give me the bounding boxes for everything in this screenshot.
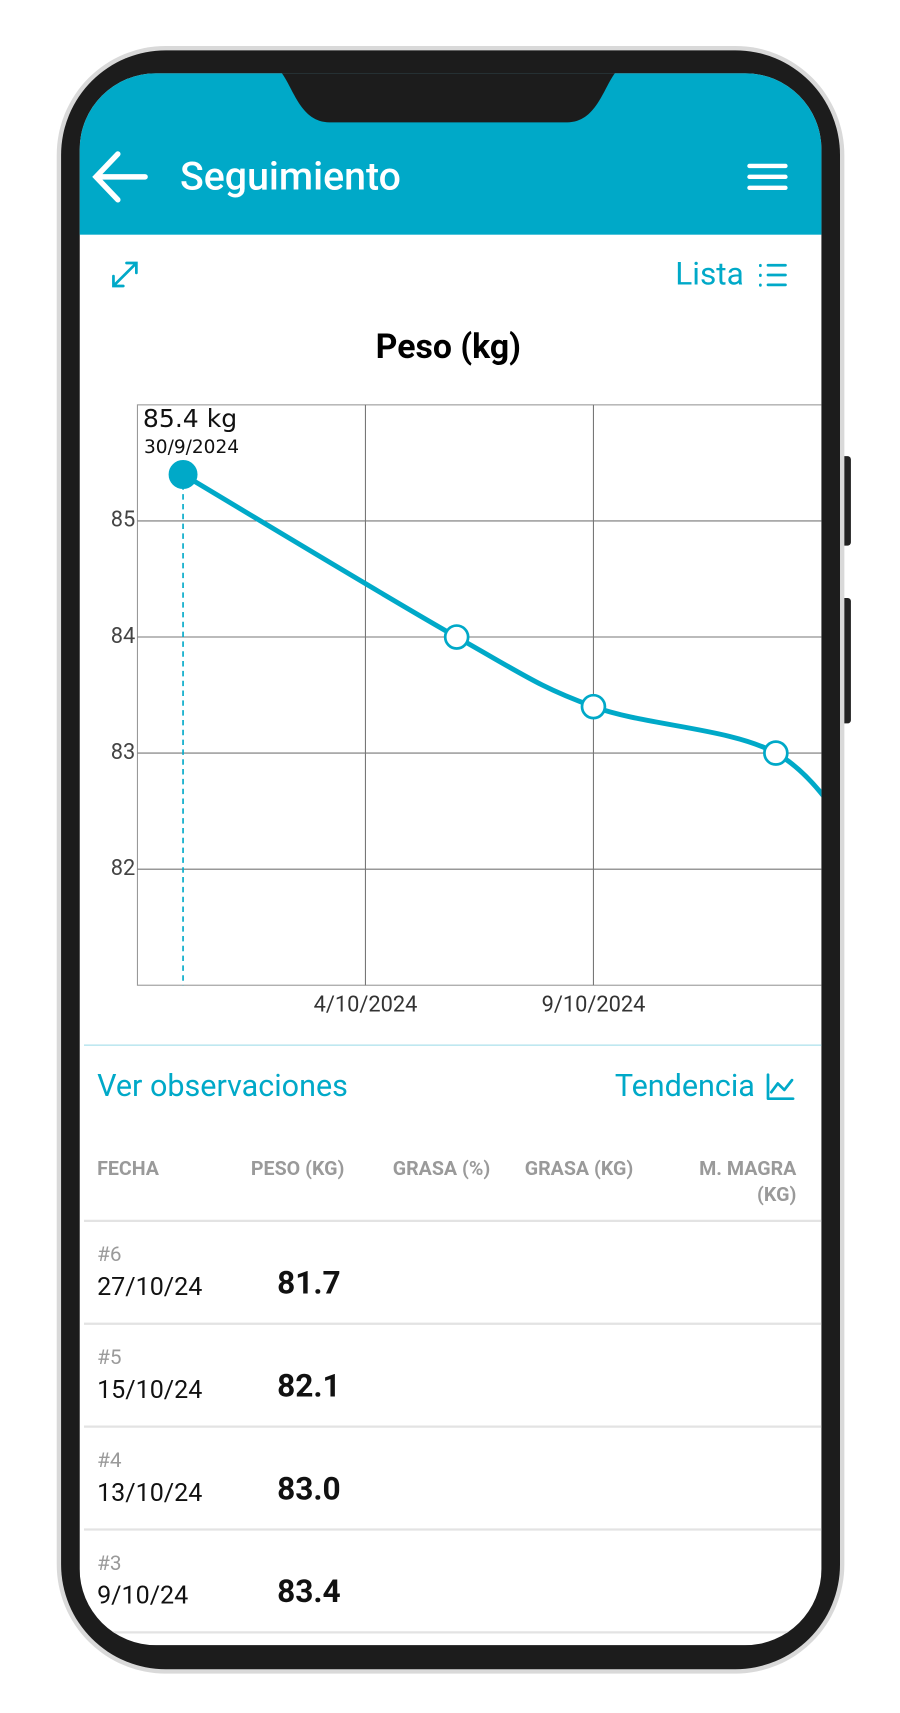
row-weight: 83.0 [277, 1470, 341, 1507]
notch [272, 73, 624, 123]
point [580, 693, 607, 720]
table: FECHA PESO (KG) GRASA (%) GRASA (KG) M. MAGR… [84, 1157, 822, 1634]
column-header: M. MAGRA [699, 1157, 797, 1180]
plot-area [168, 460, 879, 986]
row-index: #6 [97, 1243, 121, 1267]
row-index: #4 [97, 1449, 122, 1473]
column-header: GRASA (%) [393, 1157, 491, 1180]
row-date: 9/10/24 [97, 1582, 188, 1611]
trend-icon[interactable] [766, 1073, 795, 1101]
y-tick-label: 83 [111, 740, 136, 765]
screen-bg [79, 73, 822, 1646]
point [763, 740, 789, 766]
column-header: (KG) [757, 1183, 796, 1206]
column-header: GRASA (KG) [525, 1157, 634, 1180]
y-tick-label: 82 [111, 856, 136, 881]
row-weight: 81.7 [277, 1265, 341, 1302]
observations-link[interactable]: Ver observaciones [97, 1069, 348, 1104]
y-tick-label: 84 [111, 624, 136, 649]
row-weight: 82.1 [277, 1367, 341, 1404]
x-tick-label: 4/10/2024 [314, 993, 418, 1018]
trend-link[interactable]: Tendencia [615, 1069, 755, 1104]
screen: Seguimiento Lista Peso (kg) 82 83 84 85 4/10… [79, 73, 879, 1646]
point [168, 460, 198, 489]
row-date: 15/10/24 [97, 1376, 202, 1405]
chart: 82 83 84 85 4/10/2024 9/10/2024 85.4 kg 30/9/20… [111, 404, 879, 1018]
point [856, 846, 879, 869]
plot-frame [136, 404, 822, 986]
row-index: #5 [97, 1346, 121, 1370]
y-tick-label: 85 [111, 508, 136, 533]
column-header: FECHA [97, 1157, 160, 1180]
back-button[interactable] [92, 151, 148, 203]
list-icon[interactable] [758, 263, 787, 287]
menu-button[interactable] [747, 163, 788, 190]
chart-title: Peso (kg) [376, 328, 521, 367]
row-date: 13/10/24 [97, 1479, 202, 1508]
row-index: #3 [97, 1552, 121, 1576]
row-date: 27/10/24 [97, 1273, 202, 1302]
tooltip-date: 30/9/2024 [144, 437, 239, 458]
point [443, 624, 470, 650]
app-title: Seguimiento [180, 153, 401, 199]
list-link[interactable]: Lista [675, 255, 744, 292]
tooltip-value: 85.4 kg [143, 404, 237, 433]
column-header: PESO (KG) [251, 1157, 345, 1180]
row-weight: 83.4 [277, 1573, 341, 1610]
x-tick-label: 9/10/2024 [542, 993, 646, 1018]
expand-button[interactable] [112, 261, 138, 288]
